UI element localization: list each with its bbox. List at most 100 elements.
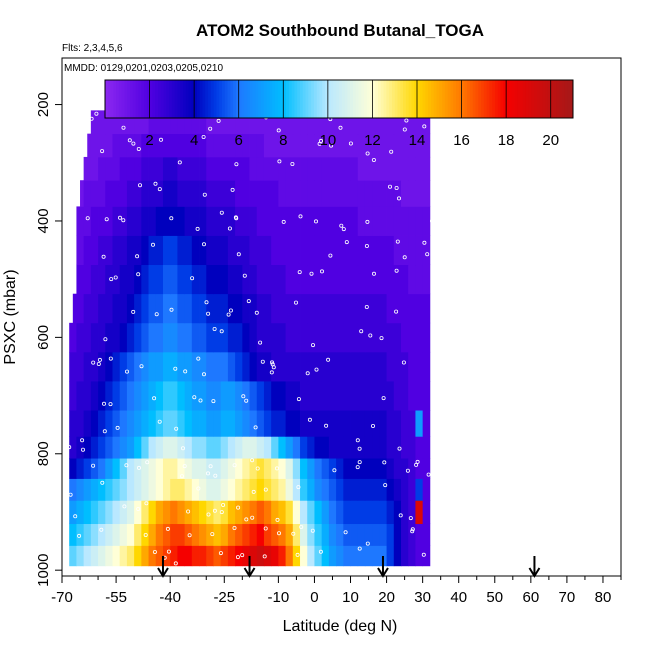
heatmap-cell [134, 133, 142, 158]
heatmap-cell [112, 293, 121, 324]
heatmap-cell [213, 322, 222, 353]
heatmap-cell [155, 523, 164, 546]
heatmap-cell [69, 458, 77, 479]
sample-marker [250, 458, 255, 463]
sample-marker [398, 513, 403, 518]
heatmap-cell [235, 264, 243, 295]
heatmap-cell [155, 322, 164, 353]
heatmap-cell [357, 478, 366, 501]
sample-marker [314, 367, 319, 372]
sample-marker [91, 360, 96, 365]
heatmap-cell [343, 523, 351, 546]
colorbar-tick-label: 6 [235, 132, 243, 149]
heatmap-cell [83, 545, 92, 567]
heatmap-cell [126, 436, 135, 459]
heatmap-cell [76, 264, 85, 295]
heatmap-cell [422, 458, 431, 479]
heatmap-cell [191, 523, 200, 546]
sample-marker [204, 300, 209, 305]
heatmap-cell [235, 381, 243, 411]
heatmap-cell [328, 322, 337, 353]
heatmap-cell [271, 322, 279, 353]
heatmap-cell [336, 500, 344, 525]
sample-marker [101, 254, 106, 259]
sample-marker [242, 273, 247, 278]
colorbar-swatch [478, 80, 482, 118]
heatmap-cell [184, 545, 193, 567]
colorbar-swatch [425, 80, 429, 118]
heatmap-cell [141, 180, 149, 207]
heatmap-cell [90, 410, 99, 437]
heatmap-cell [350, 264, 359, 295]
sample-marker [365, 219, 370, 224]
colorbar-swatch [216, 80, 220, 118]
heatmap-cell [422, 293, 431, 324]
heatmap-cell [271, 436, 279, 459]
colorbar-swatch [380, 80, 385, 118]
heatmap-cell [314, 156, 323, 181]
colorbar-swatch [141, 80, 145, 118]
heatmap-cell [263, 458, 272, 479]
colorbar-swatch [336, 80, 340, 118]
heatmap-cell [213, 351, 222, 382]
sample-marker [206, 512, 211, 517]
colorbar-swatch [135, 80, 139, 118]
heatmap-cell [98, 133, 106, 158]
heatmap-cell [314, 133, 323, 158]
heatmap-cell [415, 478, 424, 501]
colorbar-swatch [408, 80, 412, 118]
colorbar-swatch [389, 80, 393, 118]
heatmap-cell [415, 156, 424, 181]
heatmap-cell [292, 156, 301, 181]
heatmap-cell [213, 523, 222, 546]
heatmap-cell [162, 322, 171, 353]
colorbar-swatch [110, 80, 114, 118]
heatmap-cell [307, 133, 315, 158]
sample-marker [470, 397, 475, 402]
heatmap-cell [393, 458, 402, 479]
heatmap-cell [401, 133, 409, 158]
heatmap-cell [321, 381, 330, 411]
heatmap-cell [235, 206, 243, 236]
heatmap-cell [162, 410, 171, 437]
heatmap-cell [83, 523, 92, 546]
heatmap-cell [155, 293, 164, 324]
heatmap-cell [357, 206, 366, 236]
sample-marker [250, 515, 255, 520]
colorbar-swatch [464, 80, 468, 118]
colorbar-swatch [222, 80, 226, 118]
heatmap-cell [249, 156, 258, 181]
heatmap-cell [422, 410, 431, 437]
sample-marker [100, 480, 105, 485]
heatmap-cell [206, 545, 214, 567]
heatmap-cell [98, 458, 106, 479]
heatmap-cell [350, 381, 359, 411]
heatmap-cell [199, 206, 207, 236]
heatmap-cell [328, 264, 337, 295]
heatmap-cell [191, 322, 200, 353]
sample-marker [108, 356, 113, 361]
sample-marker [405, 468, 410, 473]
heatmap-cell [148, 293, 157, 324]
heatmap-cell [220, 458, 229, 479]
heatmap-cell [343, 133, 351, 158]
heatmap-cell [213, 381, 222, 411]
heatmap-cell [119, 180, 128, 207]
heatmap-cell [328, 180, 337, 207]
sample-marker [254, 310, 259, 315]
heatmap-cell [134, 381, 142, 411]
sample-marker [521, 183, 526, 188]
heatmap-cell [408, 293, 416, 324]
heatmap-cell [307, 545, 315, 567]
sample-marker [152, 550, 157, 555]
heatmap-cell [386, 156, 395, 181]
colorbar-swatch [405, 80, 410, 118]
heatmap-cell [386, 545, 395, 567]
heatmap-cell [336, 458, 344, 479]
heatmap-cell [206, 351, 214, 382]
heatmap-cell [177, 381, 186, 411]
sample-marker [219, 329, 224, 334]
sample-marker [401, 360, 406, 365]
sample-marker [305, 371, 310, 376]
